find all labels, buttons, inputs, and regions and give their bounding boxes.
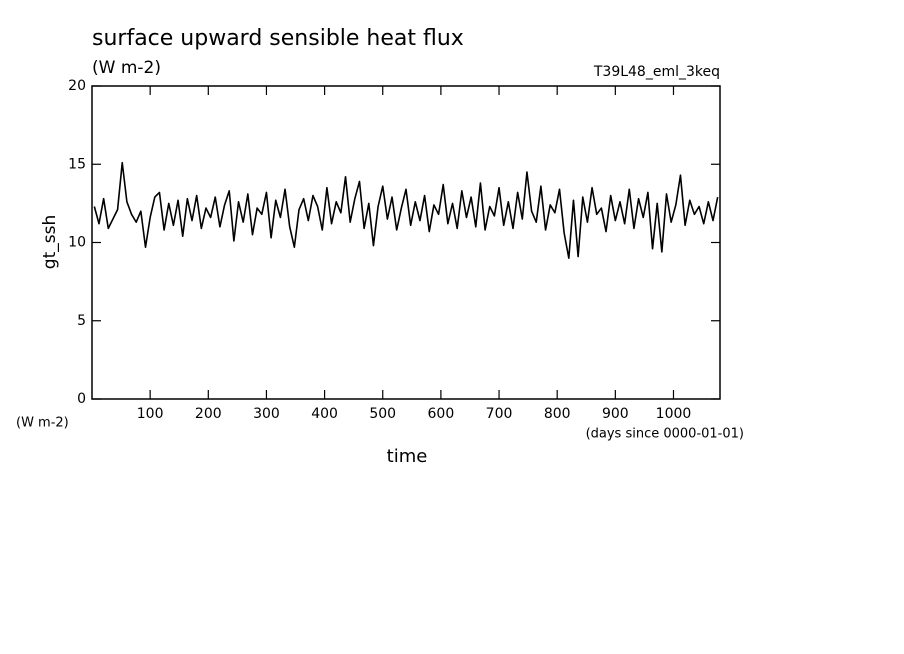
x-tick-label: 200 xyxy=(195,406,222,422)
y-tick-label: 5 xyxy=(77,313,86,329)
chart-subtitle: (W m-2) xyxy=(92,58,161,78)
y-tick-label: 10 xyxy=(68,235,86,251)
y-tick-label: 20 xyxy=(68,78,86,94)
x-tick-label: 600 xyxy=(428,406,455,422)
x-tick-label: 100 xyxy=(137,406,164,422)
x-tick-label: 500 xyxy=(369,406,396,422)
x-tick-label: 1000 xyxy=(656,406,692,422)
x-axis-label: time xyxy=(387,446,428,467)
x-units: (days since 0000-01-01) xyxy=(586,427,744,442)
x-tick-label: 700 xyxy=(486,406,513,422)
chart-title: surface upward sensible heat flux xyxy=(92,26,464,51)
x-tick-label: 400 xyxy=(311,406,338,422)
y-axis-label: gt_ssh xyxy=(40,215,60,269)
x-tick-label: 900 xyxy=(602,406,629,422)
x-tick-label: 800 xyxy=(544,406,571,422)
x-tick-label: 300 xyxy=(253,406,280,422)
y-tick-label: 15 xyxy=(68,156,86,172)
y-tick-label: 0 xyxy=(77,391,86,407)
y-units: (W m-2) xyxy=(16,416,69,431)
run-label: T39L48_eml_3keq xyxy=(593,64,720,80)
data-line xyxy=(93,161,719,259)
